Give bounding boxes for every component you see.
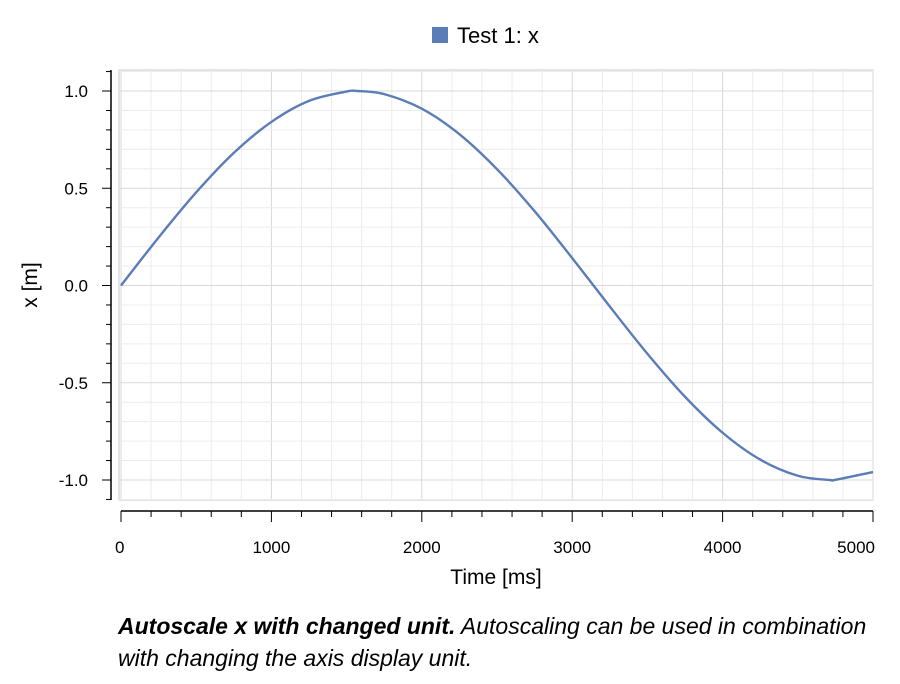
y-tick-label: -0.5 [59, 374, 88, 393]
grid [119, 70, 874, 500]
legend-label: Test 1: x [457, 23, 539, 48]
x-tick-label: 2000 [403, 538, 441, 557]
y-tick-label: -1.0 [59, 471, 88, 490]
caption-bold: Autoscale x with changed unit. [118, 613, 456, 639]
y-axis-label: x [m] [19, 262, 42, 308]
axes [102, 70, 874, 522]
y-tick-label: 1.0 [64, 82, 88, 101]
x-tick-label: 3000 [553, 538, 591, 557]
x-axis-label: Time [ms] [450, 566, 541, 589]
y-tick-label: 0.5 [64, 179, 88, 198]
x-tick-label: 1000 [252, 538, 290, 557]
legend: Test 1: x [432, 23, 539, 48]
series-line [120, 89, 874, 482]
line-chart: Test 1: x 1.0 0.5 0.0 -0.5 -1.0 0 1000 2000 3000… [19, 23, 875, 589]
caption-text: Autoscaling can be used in combination w… [118, 613, 867, 671]
y-tick-label: 0.0 [64, 277, 88, 296]
tick-labels: 1.0 0.5 0.0 -0.5 -1.0 0 1000 2000 3000 4000 5000 [59, 82, 875, 557]
figure-caption: Autoscale x with changed unit. Autoscali… [118, 610, 878, 674]
x-tick-label: 5000 [837, 538, 875, 557]
x-tick-label: 4000 [704, 538, 742, 557]
legend-swatch [432, 27, 448, 43]
x-tick-label: 0 [115, 538, 124, 557]
